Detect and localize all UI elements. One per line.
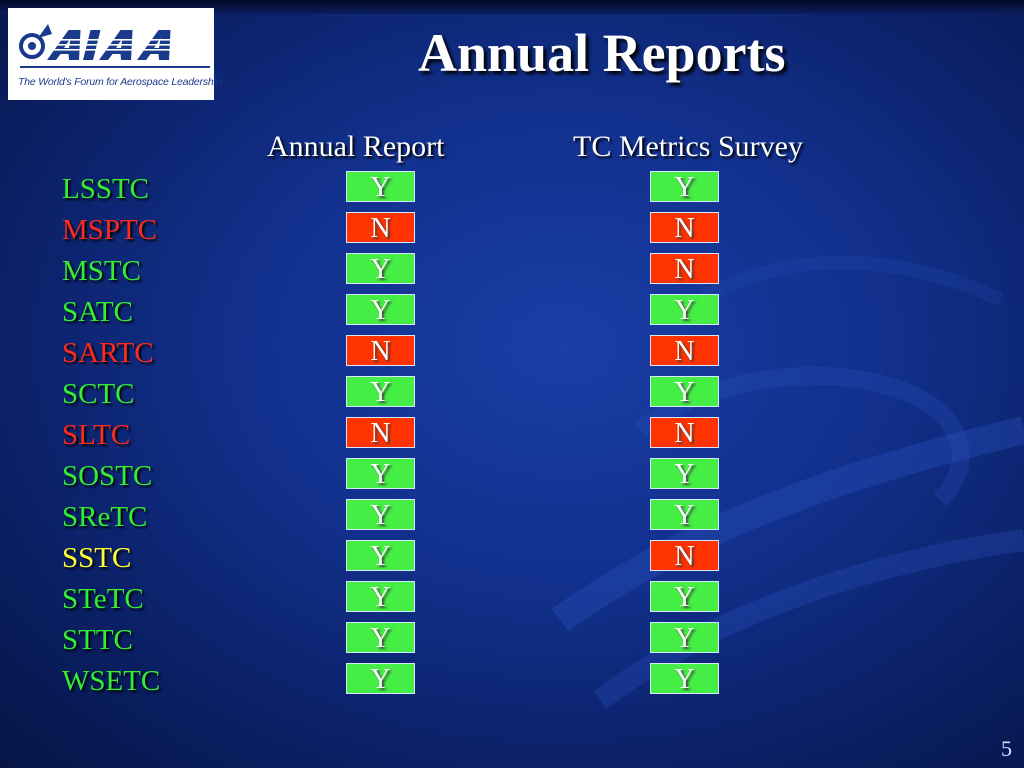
table-row: WSETC Y Y <box>0 663 1024 703</box>
aiaa-logo-mark-icon <box>19 24 210 68</box>
tc-metrics-survey-cell: N <box>650 212 719 244</box>
table-row: MSTC Y N <box>0 253 1024 293</box>
tc-metrics-survey-cell: Y <box>650 171 719 203</box>
annual-report-cell: N <box>346 212 415 244</box>
tc-metrics-survey-cell: N <box>650 253 719 285</box>
annual-report-cell: Y <box>346 499 415 531</box>
table-row: SLTC N N <box>0 417 1024 457</box>
committee-name: STTC <box>62 624 133 656</box>
table-row: SReTC Y Y <box>0 499 1024 539</box>
committee-name: MSTC <box>62 255 141 287</box>
committee-name: SReTC <box>62 501 148 533</box>
logo-tagline: The World's Forum for Aerospace Leadersh… <box>18 76 222 88</box>
committee-name: SLTC <box>62 419 131 451</box>
annual-report-cell: Y <box>346 171 415 203</box>
page-title: Annual Reports <box>418 23 786 83</box>
annual-report-cell: Y <box>346 622 415 654</box>
annual-report-cell: Y <box>346 294 415 326</box>
tc-metrics-survey-cell: Y <box>650 663 719 695</box>
table-row: STeTC Y Y <box>0 581 1024 621</box>
table-row: SARTC N N <box>0 335 1024 375</box>
committee-name: SARTC <box>62 337 154 369</box>
column-header-tc-metrics-survey: TC Metrics Survey <box>573 130 803 163</box>
annual-report-cell: N <box>346 417 415 449</box>
annual-report-cell: Y <box>346 581 415 613</box>
committee-name: SOSTC <box>62 460 153 492</box>
table-row: MSPTC N N <box>0 212 1024 252</box>
table-row: SOSTC Y Y <box>0 458 1024 498</box>
committee-name: LSSTC <box>62 173 150 205</box>
committee-name: WSETC <box>62 665 161 697</box>
committee-name: SSTC <box>62 542 132 574</box>
aiaa-logo: The World's Forum for Aerospace Leadersh… <box>8 8 222 100</box>
annual-report-cell: N <box>346 335 415 367</box>
annual-report-cell: Y <box>346 458 415 490</box>
committee-name: MSPTC <box>62 214 158 246</box>
tc-metrics-survey-cell: Y <box>650 622 719 654</box>
annual-report-cell: Y <box>346 376 415 408</box>
table-row: STTC Y Y <box>0 622 1024 662</box>
table-row: LSSTC Y Y <box>0 171 1024 211</box>
table-row: SSTC Y N <box>0 540 1024 580</box>
page-number: 5 <box>1001 736 1012 761</box>
tc-metrics-survey-cell: Y <box>650 581 719 613</box>
tc-metrics-survey-cell: N <box>650 335 719 367</box>
top-band <box>0 0 1024 14</box>
tc-metrics-survey-cell: Y <box>650 499 719 531</box>
committee-name: SATC <box>62 296 133 328</box>
column-header-annual-report: Annual Report <box>267 130 445 163</box>
table-row: SCTC Y Y <box>0 376 1024 416</box>
annual-report-cell: Y <box>346 540 415 572</box>
annual-report-cell: Y <box>346 663 415 695</box>
tc-metrics-survey-cell: Y <box>650 376 719 408</box>
tc-metrics-survey-cell: N <box>650 540 719 572</box>
committee-name: STeTC <box>62 583 144 615</box>
tc-metrics-survey-cell: N <box>650 417 719 449</box>
annual-report-cell: Y <box>346 253 415 285</box>
committee-name: SCTC <box>62 378 135 410</box>
table-row: SATC Y Y <box>0 294 1024 334</box>
tc-metrics-survey-cell: Y <box>650 294 719 326</box>
tc-metrics-survey-cell: Y <box>650 458 719 490</box>
